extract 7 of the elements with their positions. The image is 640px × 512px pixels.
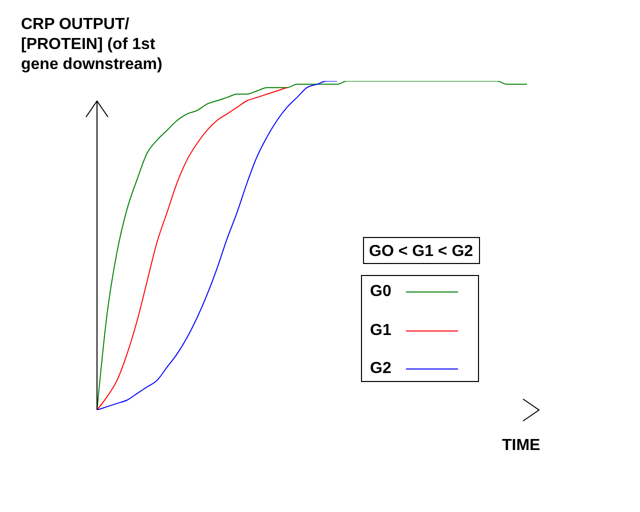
y-axis-title: CRP OUTPUT/ [PROTEIN] (of 1st gene downstream)	[21, 15, 164, 75]
frame: GO < G1 < G2	[363, 237, 480, 264]
legend-label: G0	[370, 282, 392, 302]
legend-label: G1	[370, 320, 392, 340]
x-axis-title: TIME	[502, 436, 540, 456]
annotation: GO < G1 < G2	[369, 243, 474, 260]
legend-label: G2	[370, 359, 392, 379]
